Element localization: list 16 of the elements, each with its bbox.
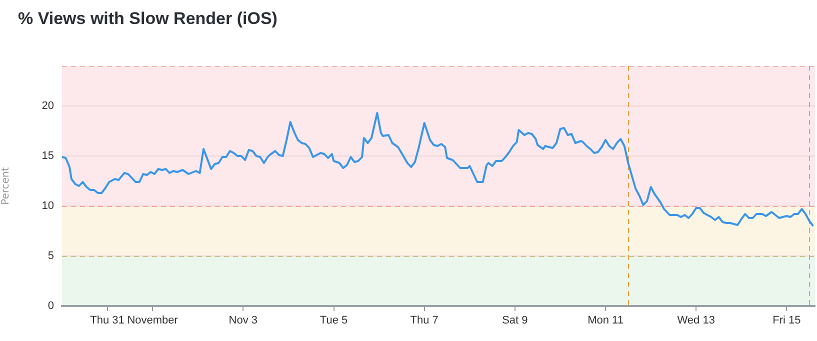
y-tick-label: 5	[48, 250, 54, 262]
y-tick-label: 15	[42, 150, 54, 162]
x-tick-label: Tue 5	[320, 314, 348, 327]
y-axis-title: Percent	[0, 167, 12, 205]
x-tick-label: Sat 9	[502, 314, 528, 327]
y-tick-label: 20	[42, 100, 54, 112]
x-tick-label: Thu 7	[410, 314, 438, 327]
x-tick-label: November	[127, 314, 178, 327]
x-tick-label: Wed 13	[677, 314, 715, 327]
y-tick-label: 10	[42, 200, 54, 212]
x-tick-label: Nov 3	[228, 314, 258, 327]
x-tick-label: Fri 15	[772, 314, 801, 327]
chart-title: % Views with Slow Render (iOS)	[18, 9, 278, 29]
y-tick-label: 0	[48, 300, 54, 312]
x-tick-label: Mon 11	[588, 314, 624, 327]
x-tick-label: Thu 31	[90, 314, 124, 327]
